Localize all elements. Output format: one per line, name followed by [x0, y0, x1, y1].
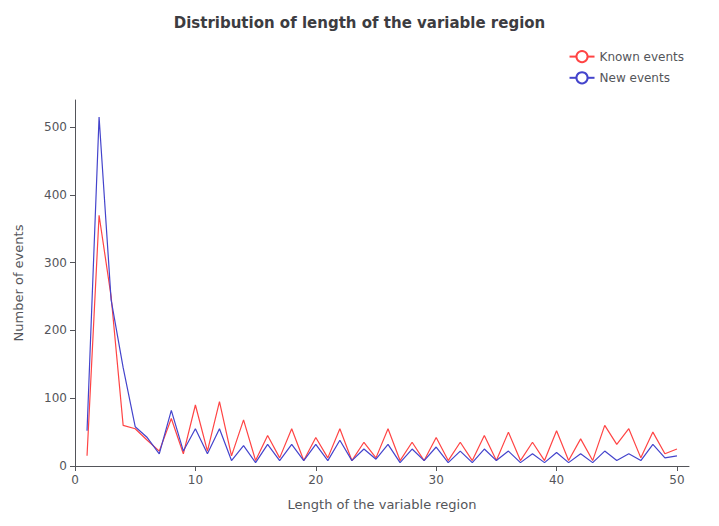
svg-text:New events: New events — [600, 71, 670, 85]
svg-text:Distribution of length of the: Distribution of length of the variable r… — [174, 14, 546, 32]
svg-text:500: 500 — [44, 120, 67, 134]
svg-text:Known events: Known events — [600, 50, 684, 64]
svg-text:0: 0 — [59, 459, 67, 473]
svg-text:20: 20 — [308, 473, 323, 487]
svg-text:100: 100 — [44, 391, 67, 405]
svg-text:10: 10 — [188, 473, 203, 487]
svg-text:400: 400 — [44, 188, 67, 202]
svg-text:Length of the variable region: Length of the variable region — [288, 497, 477, 512]
svg-text:Number of events: Number of events — [11, 224, 26, 341]
svg-text:30: 30 — [429, 473, 444, 487]
svg-text:0: 0 — [71, 473, 79, 487]
svg-text:50: 50 — [669, 473, 684, 487]
svg-text:40: 40 — [549, 473, 564, 487]
svg-text:300: 300 — [44, 256, 67, 270]
svg-text:200: 200 — [44, 323, 67, 337]
